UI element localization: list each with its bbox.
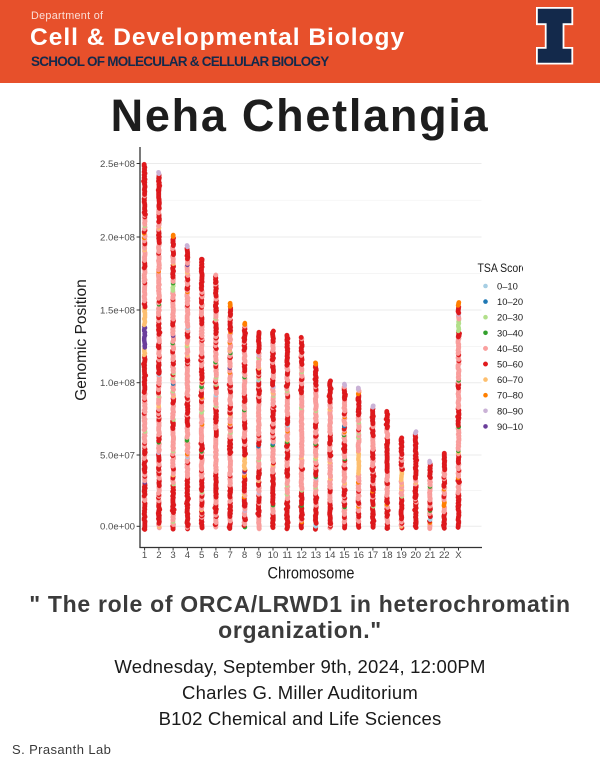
svg-text:4: 4 (185, 550, 191, 561)
svg-text:15: 15 (339, 550, 350, 561)
svg-text:6: 6 (213, 550, 218, 561)
svg-text:5: 5 (199, 550, 204, 561)
svg-text:40–50: 40–50 (497, 343, 523, 354)
svg-text:7: 7 (228, 550, 233, 561)
svg-text:1.0e+08: 1.0e+08 (100, 378, 135, 389)
svg-text:19: 19 (396, 550, 407, 561)
svg-text:9: 9 (256, 550, 261, 561)
svg-text:0.0e+00: 0.0e+00 (100, 522, 135, 533)
svg-text:30–40: 30–40 (497, 327, 523, 338)
svg-text:10–20: 10–20 (497, 296, 523, 307)
svg-text:11: 11 (282, 550, 292, 561)
svg-text:22: 22 (439, 550, 450, 561)
svg-text:17: 17 (368, 550, 379, 561)
svg-text:20–30: 20–30 (497, 312, 523, 323)
svg-text:80–90: 80–90 (497, 405, 523, 416)
svg-text:60–70: 60–70 (497, 374, 523, 385)
svg-text:20: 20 (410, 550, 421, 561)
svg-text:2: 2 (156, 550, 161, 561)
svg-text:X: X (455, 550, 462, 561)
svg-text:Genomic Position: Genomic Position (73, 279, 90, 400)
svg-text:1: 1 (142, 550, 147, 561)
svg-text:1.5e+08: 1.5e+08 (100, 305, 135, 316)
svg-text:14: 14 (325, 550, 336, 561)
svg-text:13: 13 (310, 550, 321, 561)
svg-text:70–80: 70–80 (497, 390, 523, 401)
svg-text:2.5e+08: 2.5e+08 (100, 159, 135, 170)
svg-text:10: 10 (268, 550, 279, 561)
svg-text:2.0e+08: 2.0e+08 (100, 232, 135, 243)
svg-text:0–10: 0–10 (497, 281, 518, 292)
svg-text:21: 21 (425, 550, 436, 561)
svg-text:16: 16 (353, 550, 364, 561)
svg-text:50–60: 50–60 (497, 359, 523, 370)
svg-text:Chromosome: Chromosome (268, 564, 355, 583)
svg-text:8: 8 (242, 550, 247, 561)
svg-text:90–100: 90–100 (497, 421, 523, 432)
svg-text:TSA Score: TSA Score (478, 261, 524, 275)
svg-text:3: 3 (170, 550, 175, 561)
svg-text:5.0e+07: 5.0e+07 (100, 450, 135, 461)
svg-text:12: 12 (296, 550, 307, 561)
svg-text:18: 18 (382, 550, 393, 561)
